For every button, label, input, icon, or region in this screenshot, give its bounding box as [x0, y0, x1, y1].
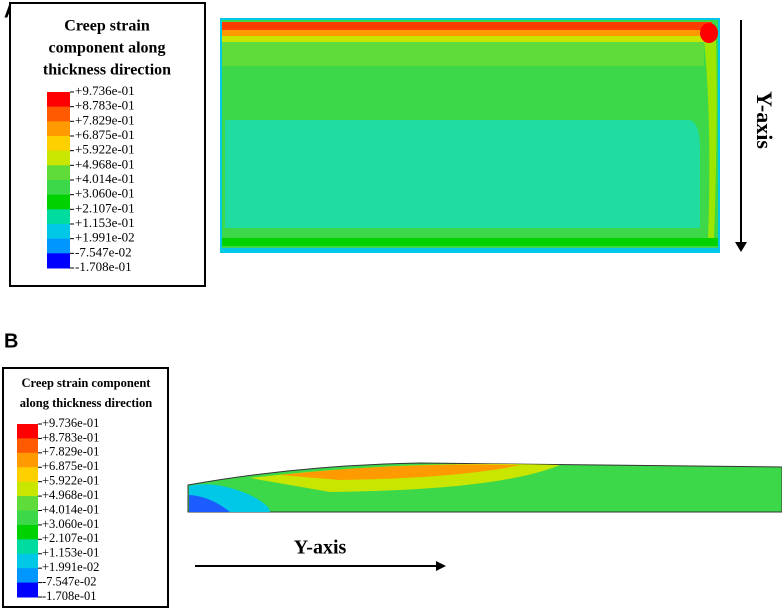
legend-swatch — [47, 194, 70, 210]
legend-label: +7.829e-01 — [42, 445, 99, 459]
legend-swatch — [17, 467, 38, 483]
legend-label: +2.107e-01 — [42, 531, 99, 545]
legend-swatch — [17, 452, 38, 468]
legend-title: Creep strain — [64, 18, 150, 35]
legend-swatch — [17, 510, 38, 526]
legend-swatch — [17, 438, 38, 454]
region — [222, 22, 712, 30]
legend-label: +9.736e-01 — [75, 83, 135, 98]
legend-swatch — [47, 224, 70, 240]
legend-swatch — [47, 136, 70, 152]
contour-plot — [220, 18, 720, 253]
legend-swatch — [17, 481, 38, 497]
region — [222, 36, 706, 42]
legend-swatch — [17, 539, 38, 555]
legend-label: +9.736e-01 — [42, 416, 99, 430]
legend-label: -1.708e-01 — [75, 259, 132, 274]
legend-swatch — [47, 238, 70, 254]
region — [222, 30, 708, 36]
region — [222, 238, 718, 246]
legend-label: +4.968e-01 — [75, 156, 135, 171]
legend-label: +1.153e-01 — [42, 546, 99, 560]
legend-title: along thickness direction — [20, 396, 152, 410]
legend-swatch — [47, 106, 70, 122]
legend-label: -7.547e-02 — [75, 244, 132, 259]
legend-swatch — [47, 253, 70, 269]
legend-swatch — [47, 92, 70, 108]
legend-label: +5.922e-01 — [75, 142, 135, 157]
legend-swatch — [47, 121, 70, 137]
legend-swatch — [47, 165, 70, 181]
legend-label: +8.783e-01 — [42, 430, 99, 444]
legend-label: +5.922e-01 — [42, 474, 99, 488]
legend-label: +1.991e-02 — [75, 230, 135, 245]
legend-swatch — [17, 496, 38, 511]
legend-box — [9, 2, 206, 287]
legend-swatch — [17, 568, 38, 584]
region — [222, 42, 704, 66]
region — [225, 120, 700, 228]
region — [704, 40, 717, 240]
legend-swatch — [17, 524, 38, 540]
legend-label: +6.875e-01 — [42, 459, 99, 473]
legend-title: Creep strain component — [22, 376, 152, 390]
legend-label: +1.153e-01 — [75, 215, 135, 230]
legend-swatch — [47, 150, 70, 166]
legend-swatch — [47, 180, 70, 196]
legend-label: +2.107e-01 — [75, 200, 135, 215]
legend-label: +4.014e-01 — [42, 502, 99, 516]
region — [189, 495, 230, 512]
axis-label: Y-axis — [294, 537, 347, 559]
legend-label: +6.875e-01 — [75, 127, 135, 142]
legend-label: +7.829e-01 — [75, 112, 135, 127]
legend-swatch — [17, 582, 38, 598]
legend-label: +4.014e-01 — [75, 171, 135, 186]
legend-label: -7.547e-02 — [42, 574, 97, 588]
arrow-head — [735, 242, 747, 252]
region — [280, 464, 520, 480]
axis-label: Y-axis — [752, 91, 777, 149]
hotspot — [700, 23, 718, 43]
legend-label: +3.060e-01 — [42, 517, 99, 531]
legend-swatch — [47, 209, 70, 225]
legend-label: +4.968e-01 — [42, 488, 99, 502]
legend-label: +3.060e-01 — [75, 186, 135, 201]
arrow-head — [436, 561, 446, 571]
legend-title: thickness direction — [43, 62, 171, 79]
legend-title: component along — [49, 40, 166, 57]
legend-swatch — [17, 424, 38, 439]
contour-plot — [187, 462, 782, 513]
legend-label: +1.991e-02 — [42, 560, 99, 574]
legend-label: +8.783e-01 — [75, 98, 135, 113]
panel-label: B — [4, 330, 18, 352]
legend-label: -1.708e-01 — [42, 589, 97, 603]
legend-swatch — [17, 553, 38, 569]
